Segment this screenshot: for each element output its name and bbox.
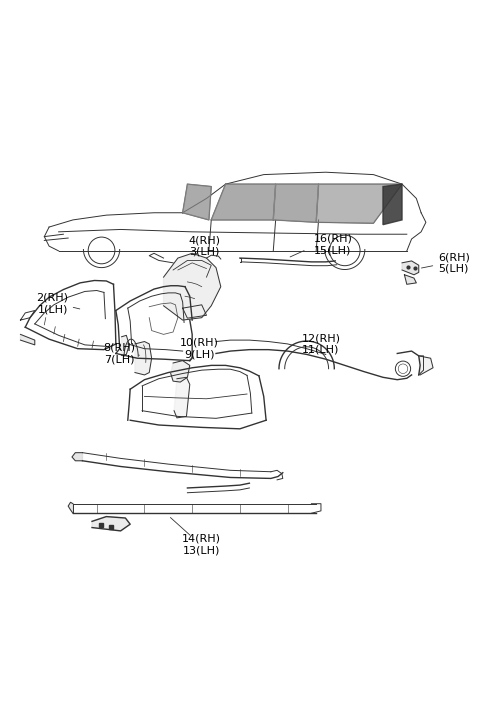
Polygon shape [92, 517, 130, 531]
Polygon shape [174, 378, 190, 418]
Polygon shape [405, 274, 416, 285]
Polygon shape [21, 335, 35, 345]
Polygon shape [68, 502, 73, 513]
Text: 4(RH)
3(LH): 4(RH) 3(LH) [188, 235, 220, 257]
Polygon shape [316, 184, 402, 224]
Polygon shape [402, 261, 419, 274]
Polygon shape [135, 341, 152, 375]
Polygon shape [419, 356, 433, 375]
Text: 12(RH)
11(LH): 12(RH) 11(LH) [301, 333, 340, 355]
Polygon shape [273, 184, 319, 222]
Text: 8(RH)
7(LH): 8(RH) 7(LH) [103, 343, 135, 364]
Text: 10(RH)
9(LH): 10(RH) 9(LH) [180, 338, 219, 359]
Text: 16(RH)
15(LH): 16(RH) 15(LH) [313, 234, 352, 256]
Text: 14(RH)
13(LH): 14(RH) 13(LH) [182, 534, 221, 555]
Polygon shape [121, 335, 129, 355]
Text: 6(RH)
5(LH): 6(RH) 5(LH) [438, 252, 470, 274]
Polygon shape [383, 184, 402, 224]
Polygon shape [72, 453, 83, 461]
Polygon shape [171, 361, 190, 382]
Text: 2(RH)
1(LH): 2(RH) 1(LH) [36, 293, 68, 314]
Polygon shape [164, 253, 221, 320]
Polygon shape [211, 184, 276, 220]
Polygon shape [182, 184, 211, 220]
